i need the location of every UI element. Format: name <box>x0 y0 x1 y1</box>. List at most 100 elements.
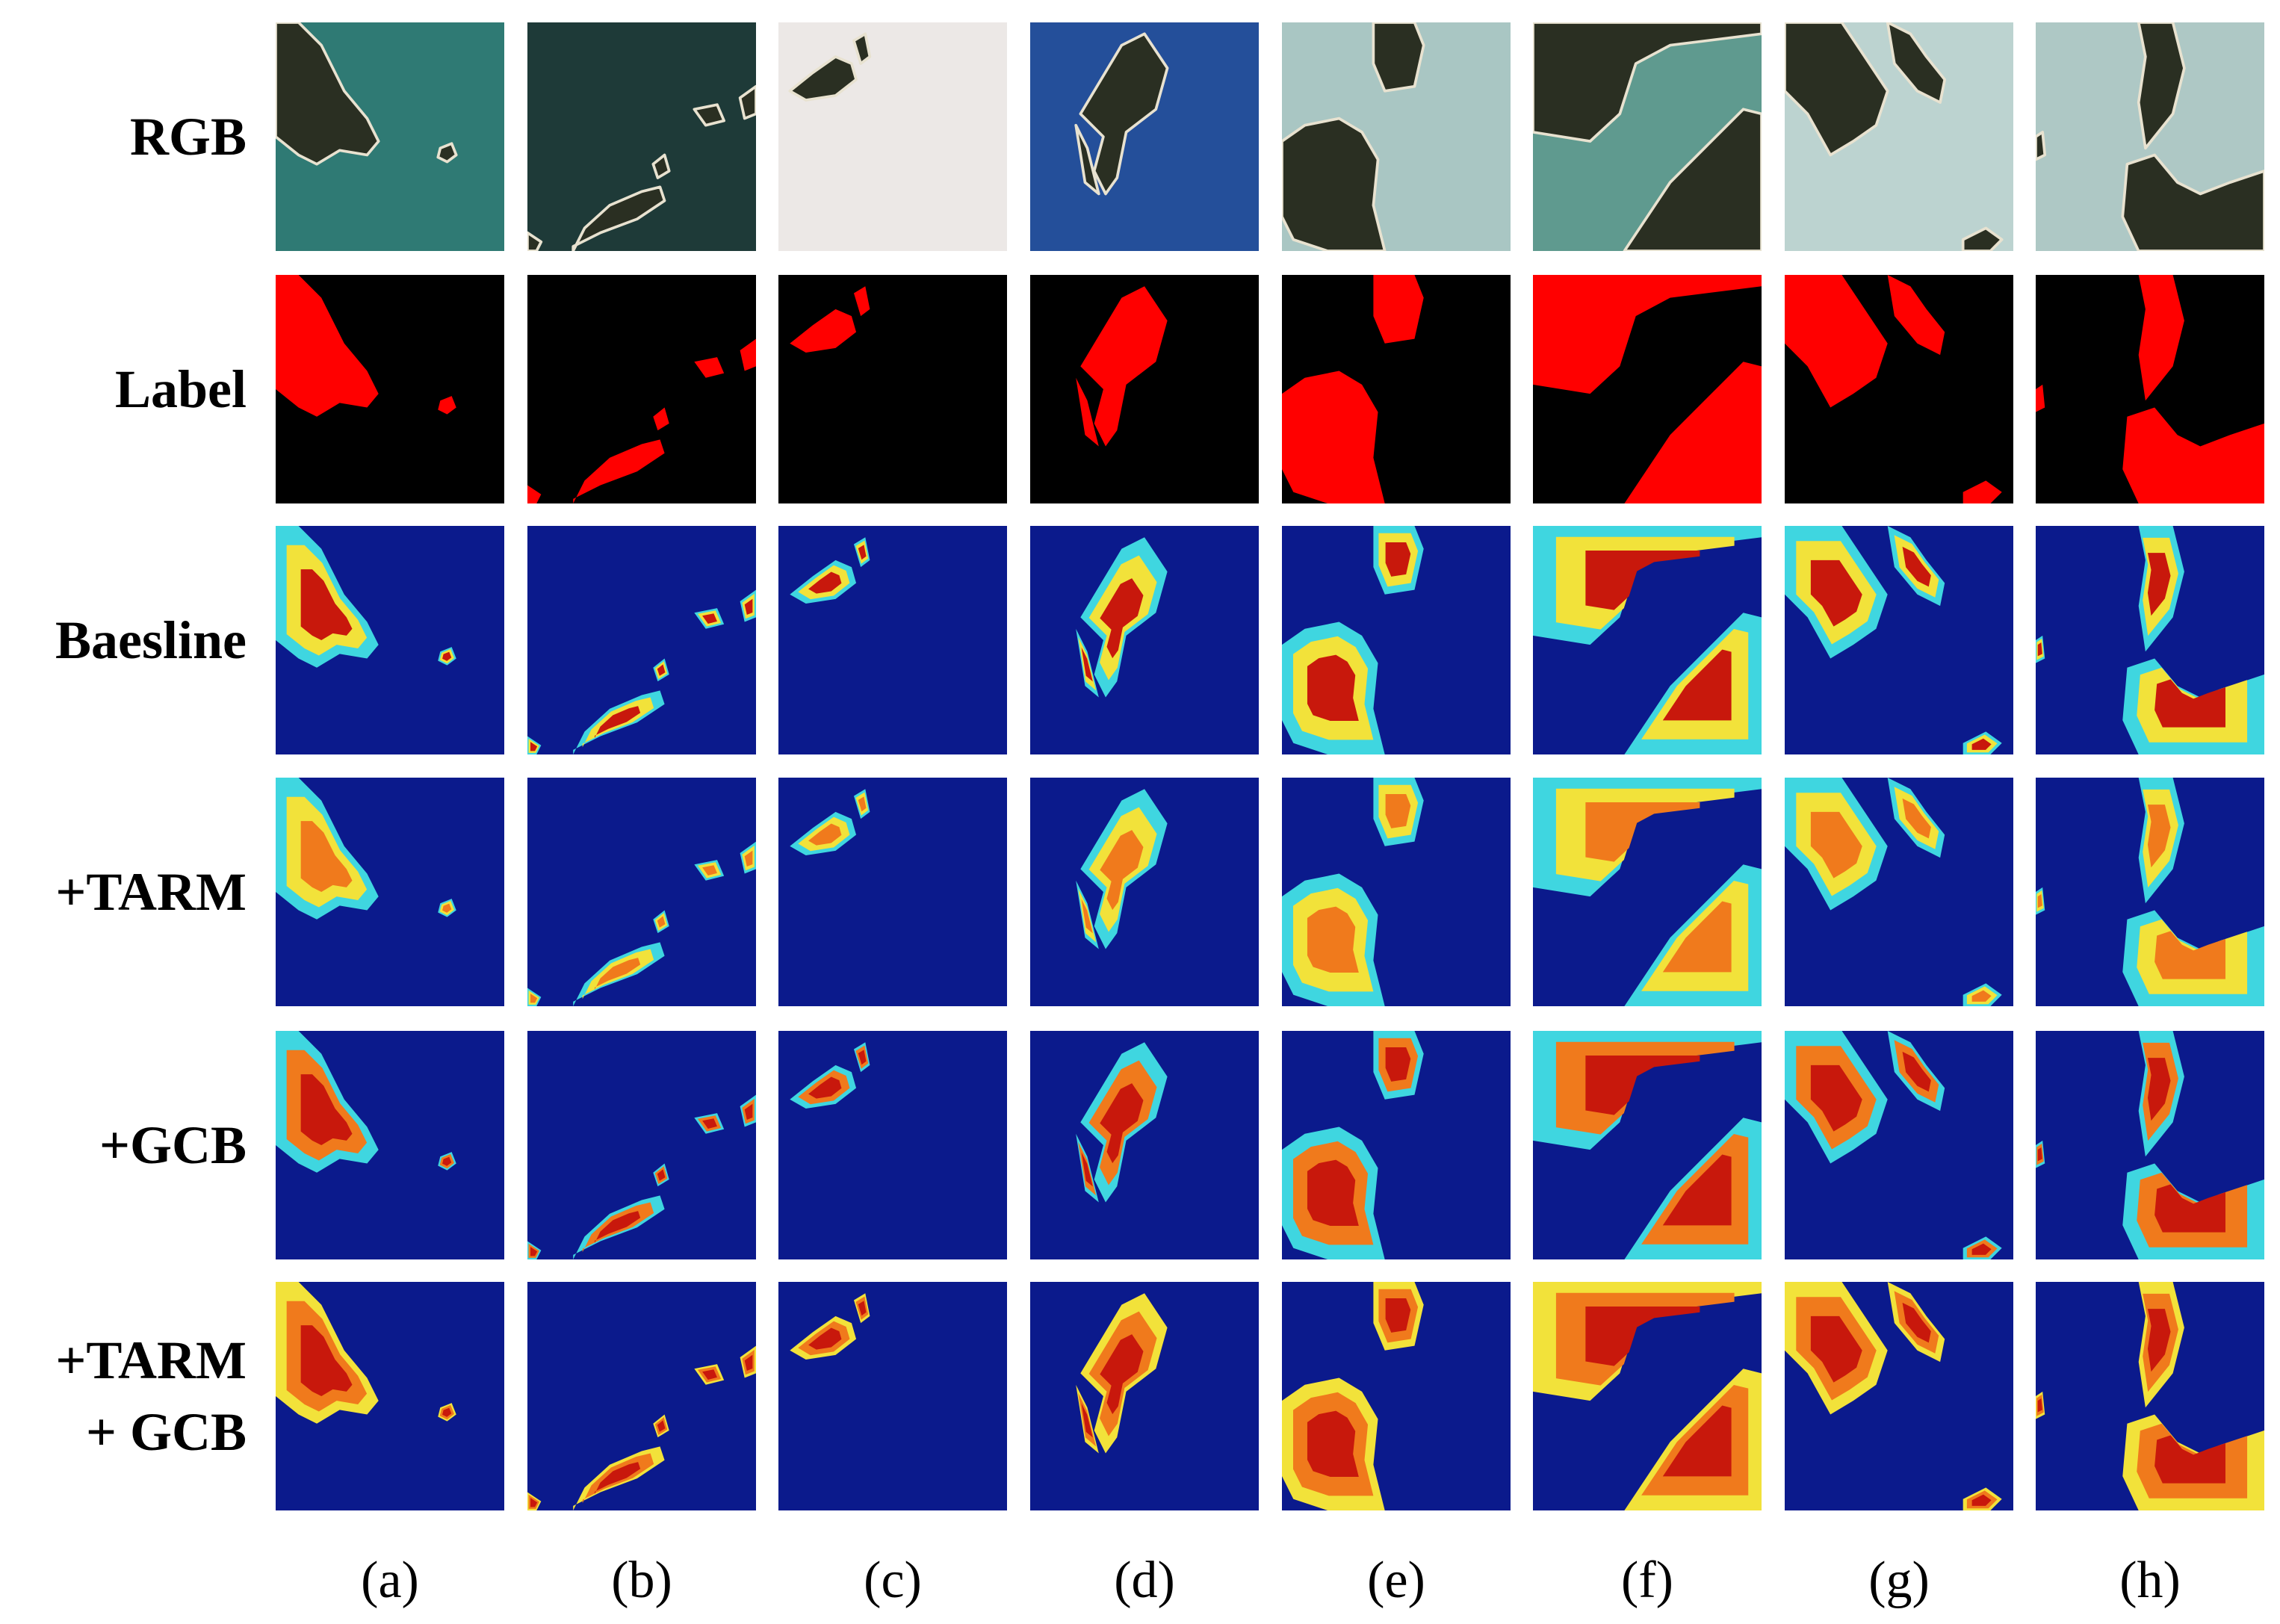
panel-tarm-f <box>1533 778 1762 1006</box>
island-landmass <box>527 231 543 251</box>
heatmap-core <box>2154 931 2225 979</box>
heatmap-core <box>530 1247 538 1256</box>
sea-background <box>778 22 1007 251</box>
panel-baesline-d <box>1030 526 1259 754</box>
heatmap-core <box>702 613 717 624</box>
heatmap-core <box>702 1118 717 1129</box>
heatmap-background <box>527 1282 756 1510</box>
island-landmass <box>1785 22 1889 157</box>
heatmap-core <box>657 664 666 676</box>
island-landmass <box>651 153 671 179</box>
panel-gcb-d <box>1030 1031 1259 1259</box>
heatmap-core <box>1971 1494 1992 1506</box>
heatmap-core <box>858 796 867 812</box>
panel-label-d <box>1030 275 1259 503</box>
panel-rgb-g <box>1785 22 2013 251</box>
panel-baesline-e <box>1282 526 1511 754</box>
heatmap-core <box>1100 830 1144 911</box>
island-mask <box>2036 384 2045 412</box>
panel-baesline-f <box>1533 526 1762 754</box>
heatmap-core <box>744 1354 753 1372</box>
heatmap-core <box>808 823 842 846</box>
heatmap-core <box>1662 1405 1732 1477</box>
row-label-rgb: RGB <box>0 101 247 173</box>
heatmap-core <box>442 903 452 913</box>
panel-tarm-b <box>527 778 756 1006</box>
heatmap-core <box>1810 1064 1862 1132</box>
island-mask <box>573 439 665 503</box>
panel-tarm-g <box>1785 778 2013 1006</box>
heatmap-core <box>594 958 641 990</box>
heatmap-core <box>2147 805 2171 868</box>
heatmap-core <box>858 1050 867 1065</box>
panel-rgb-d <box>1030 22 1259 251</box>
panel-label-g <box>1785 275 2013 503</box>
heatmap-core <box>1902 1051 1931 1092</box>
panel-tarm-gcb-f <box>1533 1282 1762 1510</box>
heatmap-core <box>530 1498 538 1507</box>
panel-rgb-h <box>2036 22 2264 251</box>
heatmap-core <box>1100 1083 1144 1164</box>
heatmap-core <box>1385 1047 1411 1082</box>
heatmap-core <box>2154 679 2225 728</box>
panel-rgb-e <box>1282 22 1511 251</box>
panel-baesline-c <box>778 526 1007 754</box>
island-landmass <box>1533 22 1762 143</box>
heatmap-core <box>657 1169 666 1181</box>
heatmap-core <box>657 1420 666 1432</box>
panel-gcb-f <box>1533 1031 1762 1259</box>
heatmap-core <box>1100 1334 1144 1415</box>
heatmap-core <box>858 1301 867 1316</box>
heatmap-core <box>2147 1309 2171 1372</box>
heatmap-background <box>778 1031 1007 1259</box>
heatmap-core <box>808 1327 842 1350</box>
island-landmass <box>1961 226 2004 251</box>
row-label-line: +GCB <box>99 1115 247 1175</box>
heatmap-core <box>2147 1058 2171 1121</box>
panel-gcb-h <box>2036 1031 2264 1259</box>
heatmap-core <box>1971 990 1992 1002</box>
heatmap-core <box>1585 1307 1700 1366</box>
heatmap-core <box>1662 901 1732 973</box>
heatmap-core <box>530 742 538 751</box>
panel-tarm-gcb-c <box>778 1282 1007 1510</box>
island-landmass <box>852 32 872 65</box>
heatmap-core <box>1385 542 1411 577</box>
panel-tarm-gcb-e <box>1282 1282 1511 1510</box>
heatmap-core <box>2037 642 2042 657</box>
island-mask <box>2138 275 2184 401</box>
island-mask <box>1887 275 1945 356</box>
heatmap-core <box>1307 906 1359 973</box>
row-label-line: Label <box>114 359 247 419</box>
column-label-h: (h) <box>2119 1552 2181 1609</box>
island-landmass <box>571 185 666 251</box>
heatmap-core <box>1662 1154 1732 1226</box>
island-mask <box>1785 275 1888 408</box>
island-mask <box>694 357 725 378</box>
heatmap-core <box>2037 894 2042 908</box>
heatmap-core <box>1100 578 1144 659</box>
heatmap-core <box>1585 1056 1700 1115</box>
island-mask <box>1080 286 1168 447</box>
row-label-baesline: Baesline <box>0 604 247 676</box>
island-landmass <box>276 22 380 166</box>
panel-rgb-f <box>1533 22 1762 251</box>
heatmap-core <box>1385 794 1411 828</box>
island-mask <box>853 286 870 317</box>
heatmap-core <box>442 1407 452 1417</box>
heatmap-core <box>1810 811 1862 878</box>
panel-rgb-b <box>527 22 756 251</box>
island-mask <box>1963 480 2002 503</box>
island-landmass <box>788 55 858 102</box>
row-label-gcb: +GCB <box>0 1109 247 1181</box>
panel-label-c <box>778 275 1007 503</box>
heatmap-core <box>594 1462 641 1494</box>
island-landmass <box>1372 22 1425 93</box>
panel-gcb-e <box>1282 1031 1511 1259</box>
label-background <box>778 275 1007 503</box>
island-landmass <box>436 142 458 164</box>
heatmap-core <box>530 994 538 1003</box>
row-label-line: Baesline <box>55 610 247 670</box>
heatmap-core <box>442 1156 452 1166</box>
panel-gcb-c <box>778 1031 1007 1259</box>
